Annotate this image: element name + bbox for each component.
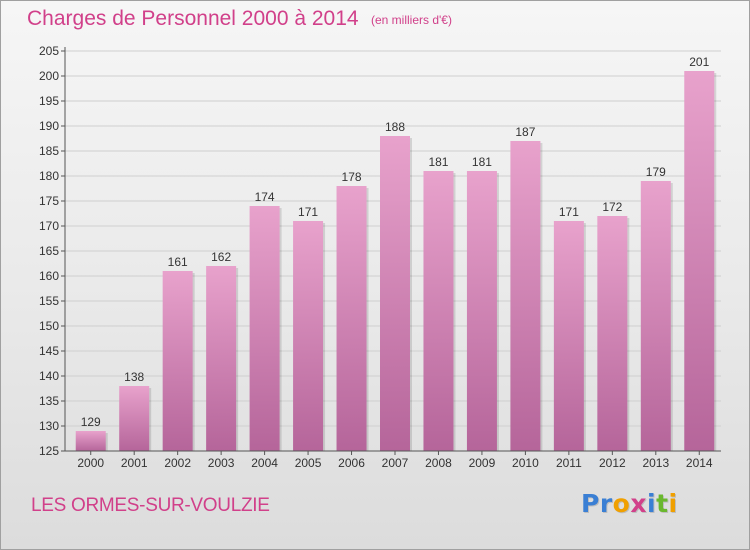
y-tick-label: 190	[39, 119, 59, 133]
bar	[640, 181, 671, 451]
bar	[119, 386, 150, 451]
x-tick-label: 2003	[208, 456, 235, 470]
x-tick-label: 2001	[121, 456, 148, 470]
y-tick-label: 140	[39, 369, 59, 383]
y-tick-label: 200	[39, 69, 59, 83]
data-label: 179	[646, 165, 666, 179]
x-tick-label: 2007	[382, 456, 409, 470]
logo-letter: o	[612, 489, 631, 518]
bar	[336, 186, 367, 451]
bar	[597, 216, 628, 451]
bar	[293, 221, 324, 451]
x-tick-label: 2014	[686, 456, 713, 470]
x-tick-label: 2013	[642, 456, 669, 470]
y-tick-label: 130	[39, 419, 59, 433]
y-tick-label: 155	[39, 294, 59, 308]
y-tick-label: 180	[39, 169, 59, 183]
x-tick-label: 2005	[295, 456, 322, 470]
y-tick-label: 205	[39, 44, 59, 58]
bar	[510, 141, 541, 451]
y-tick-label: 135	[39, 394, 59, 408]
logo-letter: t	[656, 489, 669, 518]
y-tick-label: 160	[39, 269, 59, 283]
commune-name: LES ORMES-SUR-VOULZIE	[31, 495, 270, 516]
x-tick-label: 2009	[469, 456, 496, 470]
bar	[206, 266, 237, 451]
data-label: 129	[81, 415, 101, 429]
axes	[64, 47, 721, 452]
y-tick-label: 185	[39, 144, 59, 158]
chart-title: Charges de Personnel 2000 à 2014	[27, 7, 359, 30]
bars	[75, 71, 717, 451]
data-labels: 129 138 161 162 174 171 178 188 181 181 187 171 172 1…	[81, 55, 710, 429]
x-tick-label: 2004	[251, 456, 278, 470]
data-label: 161	[168, 255, 188, 269]
data-label: 162	[211, 250, 231, 264]
logo-letter: r	[599, 489, 613, 518]
logo-letter: P	[581, 489, 600, 518]
y-tick-label: 170	[39, 219, 59, 233]
bar	[553, 221, 584, 451]
data-label: 171	[559, 205, 579, 219]
x-axis-ticks: 2000 2001 2002 2003 2004 2005 2006 2007 2008 2009…	[77, 451, 713, 470]
x-tick-label: 2000	[77, 456, 104, 470]
x-tick-label: 2006	[338, 456, 365, 470]
x-tick-label: 2011	[556, 456, 582, 470]
x-tick-label: 2002	[164, 456, 191, 470]
x-tick-label: 2010	[512, 456, 539, 470]
y-axis-ticks: 125 130 135 140 145 150 155 160 165 170 175 180 185 1…	[39, 44, 65, 458]
bar	[466, 171, 497, 451]
x-tick-label: 2008	[425, 456, 452, 470]
x-tick-label: 2012	[599, 456, 626, 470]
y-tick-label: 175	[39, 194, 59, 208]
chart-subtitle: (en milliers d'€)	[371, 13, 452, 27]
logo-letter: i	[647, 489, 657, 518]
proxiti-logo[interactable]: Proxiti	[581, 489, 678, 518]
data-label: 181	[472, 155, 492, 169]
data-label: 181	[428, 155, 448, 169]
data-label: 171	[298, 205, 318, 219]
y-tick-label: 195	[39, 94, 59, 108]
data-label: 178	[342, 170, 362, 184]
y-tick-label: 125	[39, 444, 59, 458]
bar	[423, 171, 454, 451]
y-tick-label: 145	[39, 344, 59, 358]
data-label: 174	[255, 190, 275, 204]
bar	[162, 271, 193, 451]
y-tick-label: 165	[39, 244, 59, 258]
data-label: 172	[602, 200, 622, 214]
logo-letter: x	[630, 489, 647, 518]
y-tick-label: 150	[39, 319, 59, 333]
data-label: 138	[124, 370, 144, 384]
data-label: 201	[689, 55, 709, 69]
data-label: 188	[385, 120, 405, 134]
bar	[249, 206, 280, 451]
bar	[75, 431, 106, 451]
data-label: 187	[515, 125, 535, 139]
logo-letter: i	[668, 489, 678, 518]
bar	[380, 136, 410, 451]
bar	[684, 71, 715, 451]
